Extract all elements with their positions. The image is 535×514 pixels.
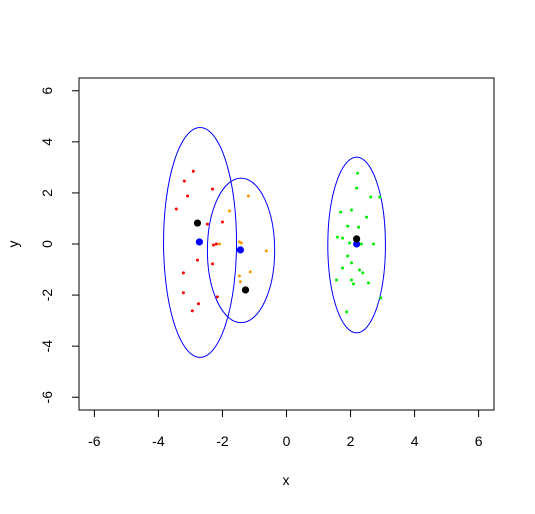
y-tick-label: -2 [39, 289, 55, 302]
point [218, 242, 222, 246]
point [346, 224, 350, 228]
y-tick-label: 0 [39, 240, 55, 248]
point [334, 278, 338, 282]
point [350, 208, 354, 212]
point [191, 169, 195, 173]
point [264, 249, 268, 253]
y-tick-label: 6 [39, 87, 55, 95]
point [345, 310, 349, 314]
point [246, 194, 250, 198]
point [238, 280, 242, 284]
point [174, 207, 178, 211]
point [369, 195, 373, 199]
point [195, 258, 199, 262]
point [237, 274, 241, 278]
point [205, 222, 209, 226]
point [365, 215, 369, 219]
point [241, 286, 250, 294]
point [350, 278, 354, 282]
point [355, 186, 359, 190]
point [182, 179, 186, 183]
point [357, 225, 361, 229]
ellipse [206, 177, 276, 324]
plot-box [78, 77, 495, 411]
point [214, 242, 218, 246]
point [215, 295, 219, 299]
point [193, 219, 202, 227]
x-tick-label: 0 [283, 433, 291, 449]
point [366, 281, 370, 285]
point [220, 220, 224, 224]
x-tick-label: 2 [347, 433, 355, 449]
x-tick-label: -2 [216, 433, 229, 449]
point [236, 246, 244, 254]
point [211, 243, 215, 247]
x-tick-label: -6 [88, 433, 101, 449]
point [379, 296, 383, 300]
x-tick-label: -4 [152, 433, 165, 449]
point [350, 261, 354, 265]
point [378, 195, 382, 199]
point [359, 242, 363, 246]
point [356, 171, 360, 175]
y-tick-label: 4 [39, 138, 55, 146]
y-tick-label: 2 [39, 189, 55, 197]
point [348, 241, 352, 245]
y-tick-label: -4 [39, 340, 55, 353]
point [239, 241, 243, 245]
point [228, 209, 232, 213]
point [358, 268, 362, 272]
point [353, 235, 361, 243]
point [211, 187, 215, 191]
y-axis-label: y [5, 241, 21, 248]
point [335, 235, 339, 239]
x-axis-label: x [283, 472, 290, 488]
point [181, 271, 185, 275]
point [186, 194, 190, 198]
y-tick-label: -6 [39, 391, 55, 404]
point [372, 242, 376, 246]
point [339, 210, 343, 214]
point [248, 270, 252, 274]
point [196, 302, 200, 306]
point [346, 254, 350, 258]
x-tick-label: 6 [475, 433, 483, 449]
point [353, 240, 361, 248]
point [361, 271, 365, 275]
ellipse [327, 156, 386, 334]
point [341, 236, 345, 240]
point [351, 282, 355, 286]
point [195, 238, 204, 246]
point [181, 291, 185, 295]
ellipse [163, 127, 238, 358]
point [211, 262, 215, 266]
point [341, 266, 345, 270]
point [190, 309, 194, 313]
x-tick-label: 4 [411, 433, 419, 449]
